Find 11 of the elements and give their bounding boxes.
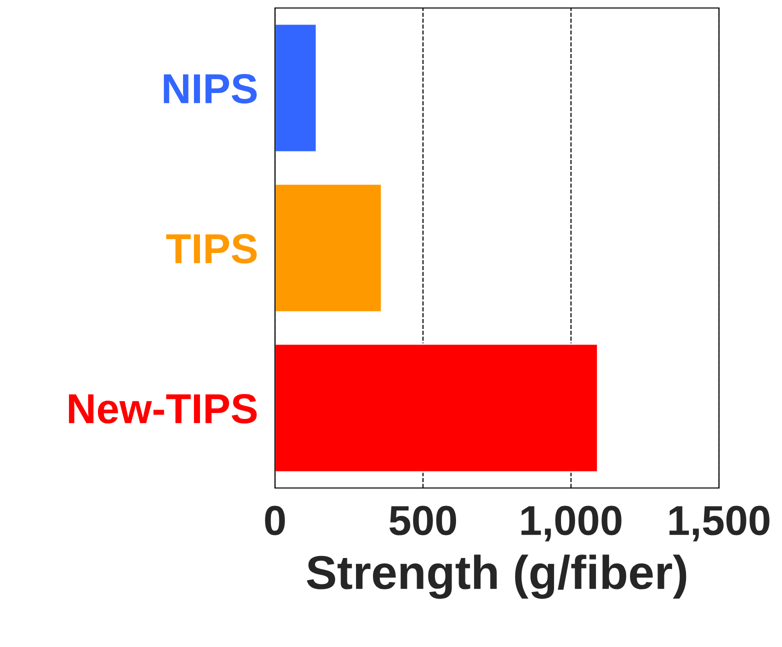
y-tick-label: New-TIPS: [68, 394, 257, 424]
x-tick-label: 500: [390, 506, 456, 536]
x-axis-title: Strength (g/fiber): [306, 554, 686, 599]
y-tick-label: TIPS: [166, 234, 257, 264]
x-tick-label: 1,500: [669, 506, 770, 542]
x-tick-label: 0: [265, 506, 285, 536]
bar: [275, 343, 598, 473]
bar: [275, 183, 382, 313]
y-tick-label: NIPS: [164, 74, 257, 104]
bar: [275, 23, 318, 153]
x-tick-label: 1,000: [521, 506, 622, 542]
